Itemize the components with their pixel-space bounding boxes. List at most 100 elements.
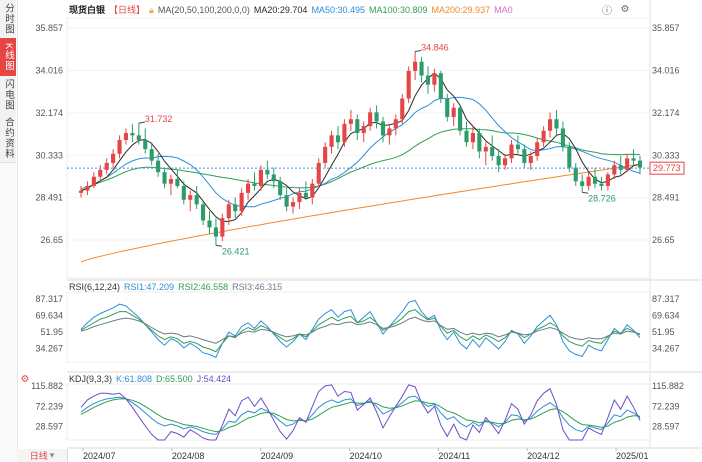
ma50-value: MA50:30.495 xyxy=(311,5,365,15)
period-label: 【日线】 xyxy=(109,5,146,15)
candle-body xyxy=(599,183,604,186)
candle-body xyxy=(509,144,514,159)
rsi-tick-right: 69.634 xyxy=(652,311,680,321)
kdj-line-j xyxy=(80,384,641,441)
candle-body xyxy=(438,73,443,99)
candle-body xyxy=(541,130,546,143)
rsi-header: RSI(6,12,24) RSI1:47.209 RSI2:46.558 RSI3:4… xyxy=(69,282,286,292)
annotation-pointer xyxy=(138,121,145,124)
period-select[interactable]: 日线 ▾ xyxy=(17,449,68,462)
rsi-line-rsi2 xyxy=(80,309,641,353)
candle-body xyxy=(477,133,482,152)
candle-body xyxy=(625,158,630,170)
annotation-label-high: 34.846 xyxy=(421,42,449,52)
candle-body xyxy=(483,146,488,152)
time-axis-label: 2025/01 xyxy=(616,451,649,461)
candle-body xyxy=(220,218,225,237)
ma100-value: MA100:30.809 xyxy=(368,5,428,15)
candle-body xyxy=(445,98,450,117)
candle-body xyxy=(85,185,90,191)
price-tick-left: 30.333 xyxy=(35,150,63,160)
rsi2-value: RSI2:46.558 xyxy=(178,282,229,292)
rsi-tick-right: 34.267 xyxy=(652,344,680,354)
kdj-tick-right: 115.882 xyxy=(652,381,684,391)
candle-body xyxy=(258,169,263,186)
candle-body xyxy=(226,204,231,219)
candle-body xyxy=(580,181,585,186)
kdj-k-value: K:61.808 xyxy=(116,374,153,384)
price-tick-left: 35.857 xyxy=(35,23,63,33)
candle-body xyxy=(374,112,379,122)
candle-body xyxy=(290,202,296,207)
chevron-down-icon: ▾ xyxy=(49,450,55,460)
time-axis-label: 2024/11 xyxy=(438,451,470,461)
candle-body xyxy=(368,112,373,127)
candle-body xyxy=(380,121,386,136)
kdj-tick-right: 72.239 xyxy=(652,401,680,411)
candle-body xyxy=(123,133,129,140)
candle-body xyxy=(98,169,103,177)
last-price-box xyxy=(649,161,685,175)
rsi-tick-left: 87.317 xyxy=(35,294,63,304)
kdj-tick-right: 28.597 xyxy=(652,422,680,432)
candle-body xyxy=(464,130,469,143)
candle-body xyxy=(246,183,251,193)
candle-body xyxy=(592,176,598,184)
candle-body xyxy=(490,146,495,157)
price-tick-right: 34.016 xyxy=(652,66,680,76)
candle-body xyxy=(130,133,135,136)
ma20-line xyxy=(80,72,641,222)
candle-body xyxy=(612,165,617,175)
candle-body xyxy=(393,119,398,129)
candle-body xyxy=(284,195,289,207)
candle-body xyxy=(201,204,206,221)
ma20-value: MA20:29.704 xyxy=(253,5,308,15)
candle-body xyxy=(637,160,643,168)
candle-body xyxy=(605,174,610,186)
candle-body xyxy=(631,158,636,161)
kdj-line-d xyxy=(80,398,641,433)
candle-body xyxy=(297,192,302,203)
rsi-tick-right: 51.95 xyxy=(652,327,675,337)
kdj-j-value: J:54.424 xyxy=(196,374,232,384)
candle-body xyxy=(406,70,411,99)
candle-body xyxy=(303,192,308,198)
lock-icon[interactable]: 🔒︎ xyxy=(149,5,154,15)
rsi-line-rsi1 xyxy=(80,299,641,358)
rsi-tick-left: 51.95 xyxy=(40,327,63,337)
annotation-pointer xyxy=(415,49,422,52)
candle-body xyxy=(335,135,341,143)
candle-body xyxy=(175,179,180,186)
time-axis-label: 2024/12 xyxy=(527,451,560,461)
candle-body xyxy=(432,73,437,85)
settings-icon[interactable]: ⚙ xyxy=(620,3,630,15)
kdj-line-k xyxy=(80,395,641,435)
indicator-settings-icon[interactable]: ⚙ xyxy=(20,373,30,385)
price-tick-left: 34.016 xyxy=(35,66,63,76)
kdj-header: KDJ(9,3,3) K:61.808 D:65.500 J:54.424 xyxy=(69,374,235,384)
candle-body xyxy=(271,174,276,182)
rsi-tick-left: 69.634 xyxy=(35,311,63,321)
info-icon[interactable]: ⓘ xyxy=(602,5,612,17)
candle-body xyxy=(329,135,334,147)
annotation-pointer xyxy=(215,244,223,247)
kdj-tick-left: 115.882 xyxy=(31,381,63,391)
candle-body xyxy=(207,220,212,228)
candle-body xyxy=(515,144,520,150)
candle-body xyxy=(387,128,392,136)
candle-body xyxy=(233,204,238,212)
tab-contract-info[interactable]: 合约资料 xyxy=(0,114,16,163)
time-axis-label: 2024/09 xyxy=(261,451,294,461)
candle-body xyxy=(265,169,270,175)
last-price-label: 29.773 xyxy=(653,163,681,173)
candle-body xyxy=(310,183,315,198)
candle-body xyxy=(278,181,283,196)
candle-body xyxy=(323,146,328,163)
candle-body xyxy=(348,119,353,124)
rsi-line-rsi3 xyxy=(80,316,641,344)
price-tick-left: 26.65 xyxy=(40,235,63,245)
candle-body xyxy=(419,61,424,76)
candle-body xyxy=(168,179,174,184)
candle-body xyxy=(496,156,501,166)
